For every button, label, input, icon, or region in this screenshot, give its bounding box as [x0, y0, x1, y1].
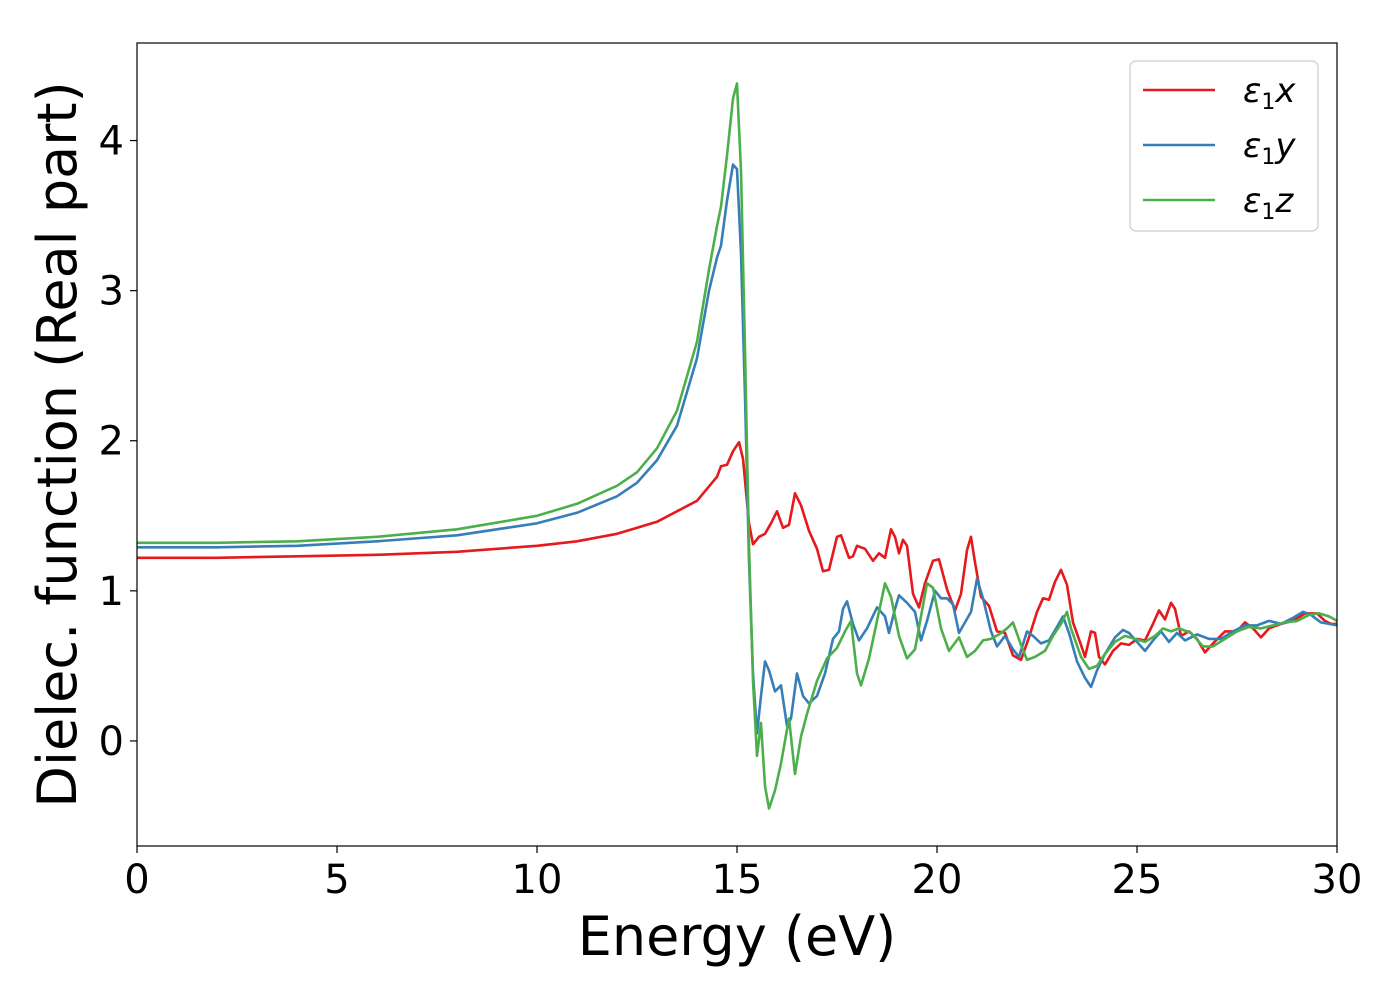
- x-tick-label: 30: [1312, 857, 1363, 903]
- y-tick-label: 2: [99, 419, 124, 465]
- y-tick-label: 0: [99, 719, 124, 765]
- legend-label: ε1y: [1243, 126, 1296, 170]
- legend-label: ε1x: [1243, 71, 1296, 115]
- y-tick-label: 4: [99, 119, 124, 165]
- legend: ε1x ε1y ε1z: [1129, 60, 1319, 232]
- x-tick-label: 15: [712, 857, 763, 903]
- series-layer: [137, 82, 1337, 810]
- series-line-2: [137, 163, 1337, 735]
- y-tick-label: 1: [99, 569, 124, 615]
- x-axis: 0 5 10 15 20 25 30: [124, 846, 1362, 903]
- x-tick-label: 10: [512, 857, 563, 903]
- x-tick-label: 5: [324, 857, 349, 903]
- y-tick-label: 3: [99, 269, 124, 315]
- x-tick-label: 25: [1112, 857, 1163, 903]
- y-axis: 0 1 2 3 4: [99, 119, 137, 765]
- x-axis-label: Energy (eV): [578, 905, 897, 968]
- y-axis-label: Dielec. function (Real part): [26, 81, 89, 807]
- legend-label: ε1z: [1243, 181, 1294, 225]
- x-tick-label: 20: [912, 857, 963, 903]
- series-line-3: [137, 82, 1337, 810]
- x-tick-label: 0: [124, 857, 149, 903]
- legend-box: [1129, 60, 1319, 232]
